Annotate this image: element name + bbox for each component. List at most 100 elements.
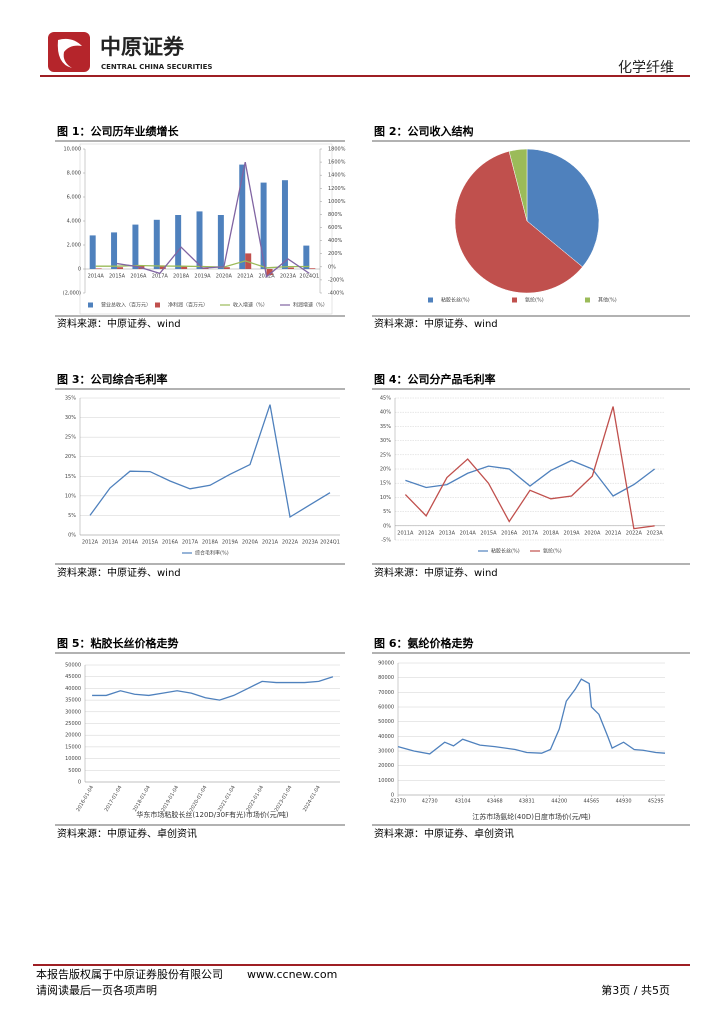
y-tick-label: 40%	[380, 410, 391, 416]
y-tick-label: 0%	[68, 533, 76, 539]
bar	[260, 182, 267, 269]
site-url: www.ccnew.com	[247, 968, 337, 981]
y-tick-label: 0	[78, 267, 81, 273]
x-tick-label: 2013A	[102, 540, 119, 546]
figure-title: 图 6：氨纶价格走势	[374, 636, 473, 650]
y2-tick-label: 0%	[328, 264, 336, 270]
x-tick-label: 2019A	[222, 540, 239, 546]
y-tick-label: 30000	[65, 709, 81, 715]
bar	[117, 267, 124, 269]
bar	[245, 253, 252, 269]
series-title: 江苏市场氨纶(40D)日度市场价(元/吨)	[472, 812, 591, 821]
x-tick-label: 2024-01-04	[302, 785, 322, 813]
x-tick-label: 2021A	[237, 274, 254, 280]
y-tick-label: 80000	[378, 675, 394, 681]
y-tick-label: 35%	[65, 396, 76, 402]
x-tick-label: 2018A	[202, 540, 219, 546]
notice: 请阅读最后一页各项声明	[36, 983, 157, 997]
x-tick-label: 2017A	[152, 274, 169, 280]
logo-swirl	[57, 38, 82, 68]
y2-tick-label: 1400%	[328, 173, 346, 179]
y-tick-label: 0	[78, 780, 81, 786]
legend-label: 其他(%)	[598, 297, 617, 304]
x-tick-label: 42370	[390, 799, 406, 805]
x-tick-label: 2015A	[142, 540, 159, 546]
bar	[266, 269, 273, 275]
y-tick-label: 10%	[380, 495, 391, 501]
x-tick-label: 2019-01-04	[160, 785, 180, 813]
figure-source: 资料来源：中原证券、卓创资讯	[57, 827, 197, 840]
y-tick-label: 40000	[65, 686, 81, 692]
x-tick-label: 44930	[616, 799, 632, 805]
y2-tick-label: 400%	[328, 238, 343, 244]
figure-source: 资料来源：中原证券、卓创资讯	[374, 827, 514, 840]
x-tick-label: 2020-01-04	[189, 785, 209, 813]
pie-slice	[508, 148, 528, 222]
y2-tick-label: 1000%	[328, 199, 346, 205]
bar	[281, 180, 288, 269]
figure-title: 图 5：粘胶长丝价格走势	[57, 636, 178, 650]
y-tick-label: 5%	[383, 509, 391, 515]
y-tick-label: 50000	[378, 719, 394, 725]
x-tick-label: 2023A	[302, 540, 319, 546]
y-tick-label: 10,000	[64, 147, 82, 153]
x-tick-label: 2012A	[418, 530, 435, 536]
x-tick-label: 2018A	[173, 274, 190, 280]
x-tick-label: 2011A	[397, 530, 414, 536]
bar	[309, 268, 316, 269]
bar	[287, 267, 294, 269]
figure-title: 图 2：公司收入结构	[374, 124, 473, 138]
x-tick-label: 2019A	[194, 274, 211, 280]
y-tick-label: 50000	[65, 663, 81, 669]
legend-label: 综合毛利率(%)	[195, 550, 229, 557]
x-tick-label: 2021A	[262, 540, 279, 546]
x-tick-label: 2014A	[122, 540, 139, 546]
legend-label: 粘胶长丝(%)	[441, 297, 470, 304]
legend-label: 氨纶(%)	[543, 548, 562, 555]
x-tick-label: 2019A	[563, 530, 580, 536]
x-tick-label: 43468	[487, 799, 503, 805]
x-tick-label: 2016A	[501, 530, 518, 536]
x-tick-label: 2015A	[109, 274, 126, 280]
x-tick-label: 2020A	[216, 274, 233, 280]
bar	[196, 211, 203, 269]
x-tick-label: 2013A	[439, 530, 456, 536]
y-tick-label: 8,000	[67, 171, 81, 177]
x-tick-label: 2023-01-04	[274, 785, 294, 813]
legend-swatch	[428, 297, 433, 303]
series-line	[397, 678, 666, 755]
legend-label: 氨纶(%)	[525, 297, 544, 304]
y2-tick-label: 1200%	[328, 186, 346, 192]
legend-swatch	[155, 302, 160, 308]
company-name: 中原证券	[100, 35, 185, 59]
x-tick-label: 2012A	[82, 540, 99, 546]
bar	[132, 224, 139, 269]
x-tick-label: 2017A	[182, 540, 199, 546]
x-tick-label: 43104	[455, 799, 471, 805]
x-tick-label: 2023A	[280, 274, 297, 280]
pie-slice	[526, 148, 600, 268]
y-tick-label: 20000	[378, 763, 394, 769]
series-title: 华东市场粘胶长丝(120D/30F有光)市场价(元/吨)	[136, 810, 289, 819]
y-tick-label: 15%	[65, 474, 76, 480]
legend-label: 粘胶长丝(%)	[491, 548, 520, 555]
y-tick-label: 30%	[380, 438, 391, 444]
y-tick-label: 25%	[65, 435, 76, 441]
x-tick-label: 2016A	[130, 274, 147, 280]
series-line	[116, 161, 310, 278]
figure-title: 图 1：公司历年业绩增长	[57, 124, 179, 138]
x-tick-label: 2014A	[460, 530, 477, 536]
x-tick-label: 2016-01-04	[75, 785, 95, 813]
y-tick-label: 5%	[68, 513, 76, 519]
y-tick-label: 30000	[378, 749, 394, 755]
series-line	[405, 459, 656, 497]
x-tick-label: 2021-01-04	[217, 785, 237, 813]
bar	[217, 215, 224, 269]
y-tick-label: 30%	[65, 415, 76, 421]
figure-title: 图 4：公司分产品毛利率	[374, 372, 495, 386]
y2-tick-label: -400%	[328, 291, 344, 297]
y-tick-label: 20%	[380, 467, 391, 473]
page-number: 第3页 / 共5页	[601, 983, 670, 997]
y-tick-label: (2,000)	[63, 291, 81, 297]
